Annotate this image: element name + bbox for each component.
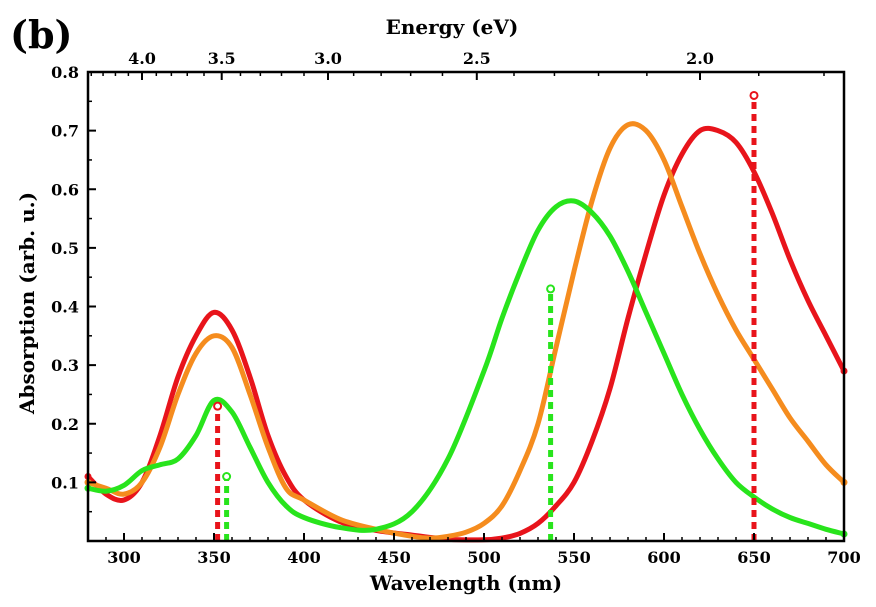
x-tick-label: 300 xyxy=(107,548,140,567)
x-tick-label: 400 xyxy=(287,548,320,567)
transition-marker-point xyxy=(213,401,223,411)
y-tick-label: 0.1 xyxy=(51,473,79,492)
top-axis-title: Energy (eV) xyxy=(386,15,519,39)
x-tick-label: 450 xyxy=(377,548,410,567)
series-line-green xyxy=(85,198,847,537)
transition-marker-point xyxy=(222,472,232,482)
transition-marker-point xyxy=(749,90,759,100)
y-tick-label: 0.5 xyxy=(51,239,79,258)
plot-area: 300 350 400 450 500 550 600 650 700 0.1 0.2 0.3 0.4 0… xyxy=(51,49,861,567)
x-tick-label: 650 xyxy=(737,548,770,567)
x-tick-label: 700 xyxy=(827,548,860,567)
x-tick-label: 600 xyxy=(647,548,680,567)
x-tick-label: 500 xyxy=(467,548,500,567)
y-tick-label: 0.3 xyxy=(51,356,79,375)
top-tick-label: 2.5 xyxy=(463,49,491,68)
y-axis-title: Absorption (arb. u.) xyxy=(15,192,39,415)
top-tick-label: 2.0 xyxy=(686,49,714,68)
transition-marker-point xyxy=(546,284,556,294)
series-line-orange xyxy=(85,121,847,541)
y-tick-label: 0.2 xyxy=(51,415,79,434)
y-tick-label: 0.7 xyxy=(51,122,79,141)
x-axis-title: Wavelength (nm) xyxy=(369,571,562,595)
y-tick-label: 0.8 xyxy=(51,63,79,82)
top-tick-label: 3.5 xyxy=(208,49,236,68)
x-tick-label: 350 xyxy=(197,548,230,567)
series-line-red xyxy=(85,125,847,543)
top-tick-label: 3.0 xyxy=(314,49,342,68)
top-tick-label: 4.0 xyxy=(128,49,156,68)
plot-frame xyxy=(86,70,846,543)
y-tick-label: 0.4 xyxy=(51,298,79,317)
y-tick-label: 0.6 xyxy=(51,180,79,199)
panel-label: (b) xyxy=(10,12,73,57)
x-tick-label: 550 xyxy=(557,548,590,567)
